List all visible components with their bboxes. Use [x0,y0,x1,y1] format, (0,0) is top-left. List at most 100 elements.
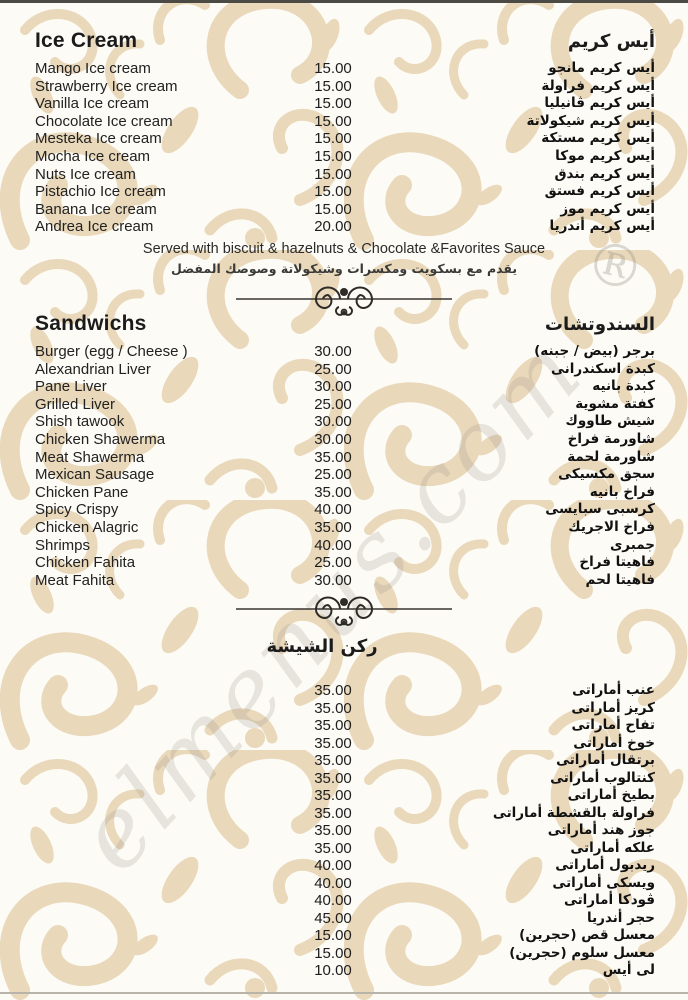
item-name-ar: أيس كريم فراولة [541,77,655,94]
menu-item-row: Mango Ice cream 15.00 أيس كريم مانجو [0,60,688,78]
menu-item-row: 40.00 ريدبول أماراتى [0,857,688,875]
menu-item-row: 35.00 عنب أماراتى [0,682,688,700]
item-name-en: Strawberry Ice cream [35,77,178,95]
item-price: 35.00 [314,448,352,466]
item-name-ar: بطيخ أماراتى [567,787,655,803]
ice-cream-note-en: Served with biscuit & hazelnuts & Chocol… [142,241,546,257]
item-price: 35.00 [314,682,352,699]
item-name-en: Banana Ice cream [35,200,157,218]
menu-item-row: Chocolate Ice cream 15.00 أيس كريم شيكول… [0,113,688,131]
item-name-en: Chicken Alagric [35,518,139,536]
menu-item-row: Andrea Ice cream 20.00 أيس كريم أندريا [0,218,688,236]
menu-item-row: 35.00 خوخ أماراتى [0,735,688,753]
item-price: 40.00 [314,536,352,554]
item-price: 35.00 [314,787,352,804]
item-price: 25.00 [314,466,352,484]
item-name-en: Mexican Sausage [35,466,155,484]
item-price: 40.00 [314,874,352,892]
item-name-en: Pane Liver [35,378,107,396]
item-name-ar: حجر أندريا [587,909,655,926]
item-name-ar: معسل سلوم (حجرين) [509,944,655,961]
section-ice-cream: Ice Cream أيس كريم Mango Ice cream 15.00… [0,29,688,236]
item-name-ar: معسل قص (حجرين) [519,927,655,943]
item-price: 15.00 [314,77,352,95]
item-name-ar: خوخ أماراتى [573,734,655,751]
menu-item-row: Burger (egg / Cheese ) 30.00 برجر (بيض /… [0,343,688,361]
item-name-ar: كفتة مشوية [575,395,655,412]
item-name-ar: جمبرى [609,536,655,553]
item-name-en: Alexandrian Liver [35,360,151,378]
item-price: 15.00 [314,165,352,183]
item-name-ar: ريدبول أماراتى [555,857,655,873]
item-price: 35.00 [314,734,352,752]
menu-item-row: Alexandrian Liver 25.00 كبدة اسكندرانى [0,361,688,379]
section-sandwichs: Sandwichs السندوتشات Burger (egg / Chees… [0,312,688,589]
item-price: 40.00 [314,857,352,874]
menu-item-row: Mexican Sausage 25.00 سجق مكسيكى [0,466,688,484]
menu-item-row: 35.00 كنتالوب أماراتى [0,770,688,788]
sandwichs-title-en: Sandwichs [35,312,147,335]
ice-cream-note-ar: يقدم مع بسكويت ومكسرات وشيكولاتة وصوصك ا… [170,261,518,276]
menu-item-row: 35.00 بطيخ أماراتى [0,787,688,805]
item-name-ar: أيس كريم شيكولاتة [526,112,656,129]
item-name-en: Meat Shawerma [35,448,145,466]
item-name-en: Andrea Ice cream [35,218,154,236]
menu-item-row: 35.00 كريز أماراتى [0,700,688,718]
item-name-ar: كبدة بانيه [592,378,655,395]
item-name-ar: برتقال أماراتى [556,752,655,768]
menu-item-row: Mesteka Ice cream 15.00 أيس كريم مستكة [0,130,688,148]
item-name-en: Shish tawook [35,413,125,431]
item-name-ar: سجق مكسيكى [558,466,655,483]
item-name-ar: أيس كريم مستكة [541,130,655,147]
top-border-line [0,0,688,3]
item-price: 35.00 [314,769,352,787]
item-price: 35.00 [314,752,352,769]
item-name-ar: شاورمة فراخ [567,430,655,447]
item-price: 30.00 [314,571,352,589]
item-name-en: Pistachio Ice cream [35,183,166,201]
item-price: 35.00 [314,839,352,857]
item-name-en: Spicy Crispy [35,501,119,519]
menu-item-row: Meat Fahita 30.00 فاهيتا لحم [0,572,688,590]
item-name-en: Meat Fahita [35,571,115,589]
sandwichs-header: Sandwichs السندوتشات [0,312,688,336]
item-name-ar: شاورمة لحمة [567,448,655,465]
item-price: 15.00 [314,60,352,77]
item-price: 30.00 [314,378,352,396]
item-name-ar: كريز أماراتى [571,699,655,716]
item-name-ar: أيس كريم موكا [555,147,655,164]
item-price: 35.00 [314,518,352,536]
menu-item-row: Chicken Shawerma 30.00 شاورمة فراخ [0,431,688,449]
item-price: 30.00 [314,430,352,448]
item-name-ar: جوز هند أماراتى [547,822,655,838]
menu-item-row: Nuts Ice cream 15.00 أيس كريم بندق [0,166,688,184]
item-price: 25.00 [314,554,352,572]
item-price: 30.00 [314,343,352,360]
item-price: 15.00 [314,147,352,165]
item-name-ar: أيس كريم موز [560,200,655,217]
item-name-en: Shrimps [35,536,91,554]
item-price: 15.00 [314,130,352,148]
item-name-ar: علكه أماراتى [570,839,655,856]
section-shisha: 35.00 عنب أماراتى 35.00 كريز أماراتى 35.… [0,675,688,980]
item-price: 15.00 [314,927,352,944]
item-name-ar: شيش طاووك [565,413,655,430]
menu-item-row: Mocha Ice cream 15.00 أيس كريم موكا [0,148,688,166]
bottom-border-line [0,992,688,994]
item-name-en: Chicken Fahita [35,554,136,572]
item-name-en: Grilled Liver [35,395,116,413]
menu-item-row: Banana Ice cream 15.00 أيس كريم موز [0,201,688,219]
item-name-en: Mesteka Ice cream [35,130,162,148]
item-name-ar: ڤودكا أماراتى [563,892,655,908]
item-name-ar: كنتالوب أماراتى [550,769,655,786]
menu-item-row: Shrimps 40.00 جمبرى [0,537,688,555]
item-name-en: Chicken Shawerma [35,430,166,448]
ice-cream-items: Mango Ice cream 15.00 أيس كريم مانجو Str… [0,60,688,236]
item-price: 35.00 [314,804,352,822]
item-price: 35.00 [314,717,352,734]
item-name-en: Chocolate Ice cream [35,112,173,130]
item-name-en: Mango Ice cream [35,60,151,77]
item-name-ar: أيس كريم مانجو [548,60,655,76]
menu-item-row: 45.00 حجر أندريا [0,910,688,928]
